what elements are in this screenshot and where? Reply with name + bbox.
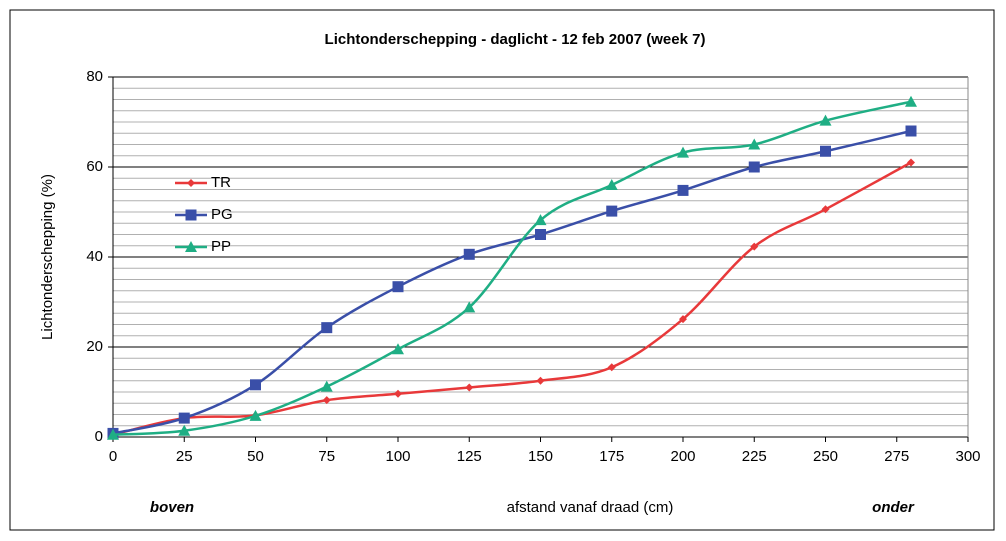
x-tick-label: 150 [528, 448, 553, 465]
chart-title: Lichtonderschepping - daglicht - 12 feb … [325, 31, 706, 48]
legend-marker [187, 179, 195, 187]
legend-label: PG [211, 206, 233, 223]
marker [905, 95, 917, 107]
x-tick-label: 75 [318, 448, 335, 465]
marker [463, 248, 475, 260]
x-tick-label: 175 [599, 448, 624, 465]
marker [606, 205, 618, 217]
marker [394, 389, 402, 398]
x-tick-label: 50 [247, 448, 264, 465]
marker [677, 146, 689, 158]
marker [534, 214, 547, 226]
marker [905, 125, 917, 137]
legend-label: PP [211, 238, 231, 255]
x-tick-label: 100 [385, 448, 410, 465]
x-tick-label: 275 [884, 448, 909, 465]
marker [392, 281, 404, 293]
marker [750, 242, 759, 251]
marker [821, 205, 830, 214]
annotation: boven [150, 499, 194, 516]
marker [321, 322, 333, 334]
marker [107, 428, 119, 440]
marker [607, 363, 616, 372]
x-axis-label: afstand vanaf draad (cm) [507, 499, 674, 516]
y-tick-label: 80 [86, 68, 103, 85]
y-tick-label: 20 [86, 338, 103, 355]
marker [250, 379, 261, 391]
marker [322, 396, 331, 405]
marker [178, 424, 191, 436]
y-tick-label: 60 [86, 158, 103, 175]
x-tick-label: 0 [109, 448, 117, 465]
marker [907, 158, 915, 167]
x-tick-label: 225 [742, 448, 767, 465]
y-tick-label: 0 [95, 428, 103, 445]
legend-marker [185, 209, 197, 221]
y-axis-label: Lichtonderschepping (%) [39, 174, 56, 340]
marker [535, 229, 546, 240]
legend-marker [185, 241, 197, 252]
marker [178, 412, 190, 424]
x-tick-label: 25 [176, 448, 193, 465]
x-tick-label: 300 [955, 448, 980, 465]
marker [605, 179, 618, 190]
marker [320, 380, 333, 392]
legend-label: TR [211, 174, 231, 191]
annotation: onder [872, 499, 915, 516]
marker [748, 161, 760, 173]
marker [677, 184, 689, 196]
x-tick-label: 200 [670, 448, 695, 465]
y-tick-label: 40 [86, 248, 103, 265]
marker [748, 138, 761, 150]
marker [819, 114, 832, 126]
x-tick-label: 125 [457, 448, 482, 465]
marker [249, 409, 262, 421]
marker [679, 315, 687, 324]
marker [392, 343, 404, 355]
marker [465, 383, 474, 392]
chart-frame [9, 9, 995, 531]
marker [536, 376, 545, 385]
marker [463, 301, 476, 313]
marker [820, 145, 831, 157]
x-tick-label: 250 [813, 448, 838, 465]
